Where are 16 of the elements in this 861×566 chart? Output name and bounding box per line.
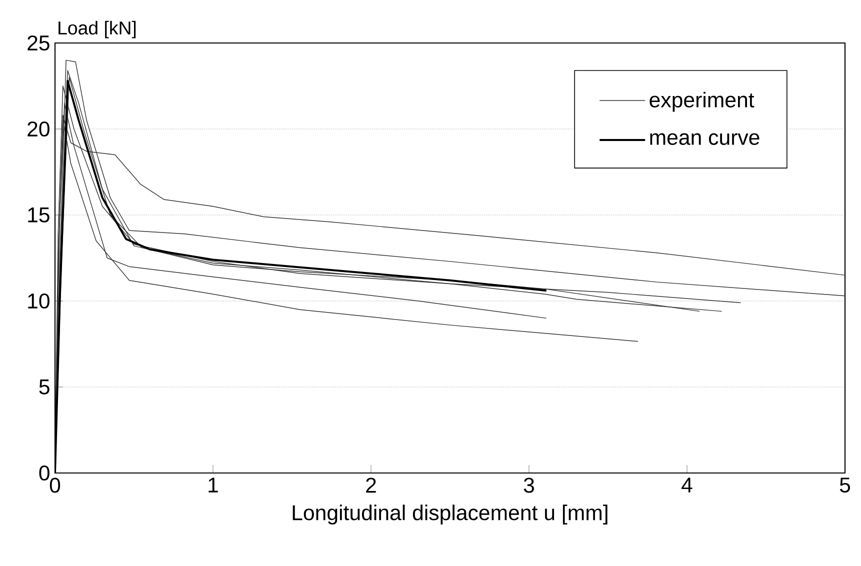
legend-label: experiment: [650, 92, 754, 112]
y-tick-label: 20: [28, 121, 50, 137]
x-tick-label: 3: [524, 478, 534, 493]
y-tick-label: 10: [28, 293, 50, 309]
x-tick-label: 5: [840, 478, 850, 493]
y-tick-label: 15: [28, 208, 50, 222]
x-tick-label: 4: [682, 478, 692, 492]
y-tick-label: 0: [39, 465, 50, 481]
y-tick-label: 5: [39, 380, 50, 394]
legend-label: mean curve: [650, 133, 760, 145]
x-tick-label: 2: [366, 478, 376, 493]
x-tick-label: 1: [208, 478, 218, 492]
y-axis-title: Load [kN]: [58, 20, 136, 38]
x-axis-title: Longitudinal displacement u [mm]: [292, 504, 608, 525]
y-tick-label: 25: [28, 35, 50, 51]
x-tick-label: 0: [50, 478, 60, 493]
